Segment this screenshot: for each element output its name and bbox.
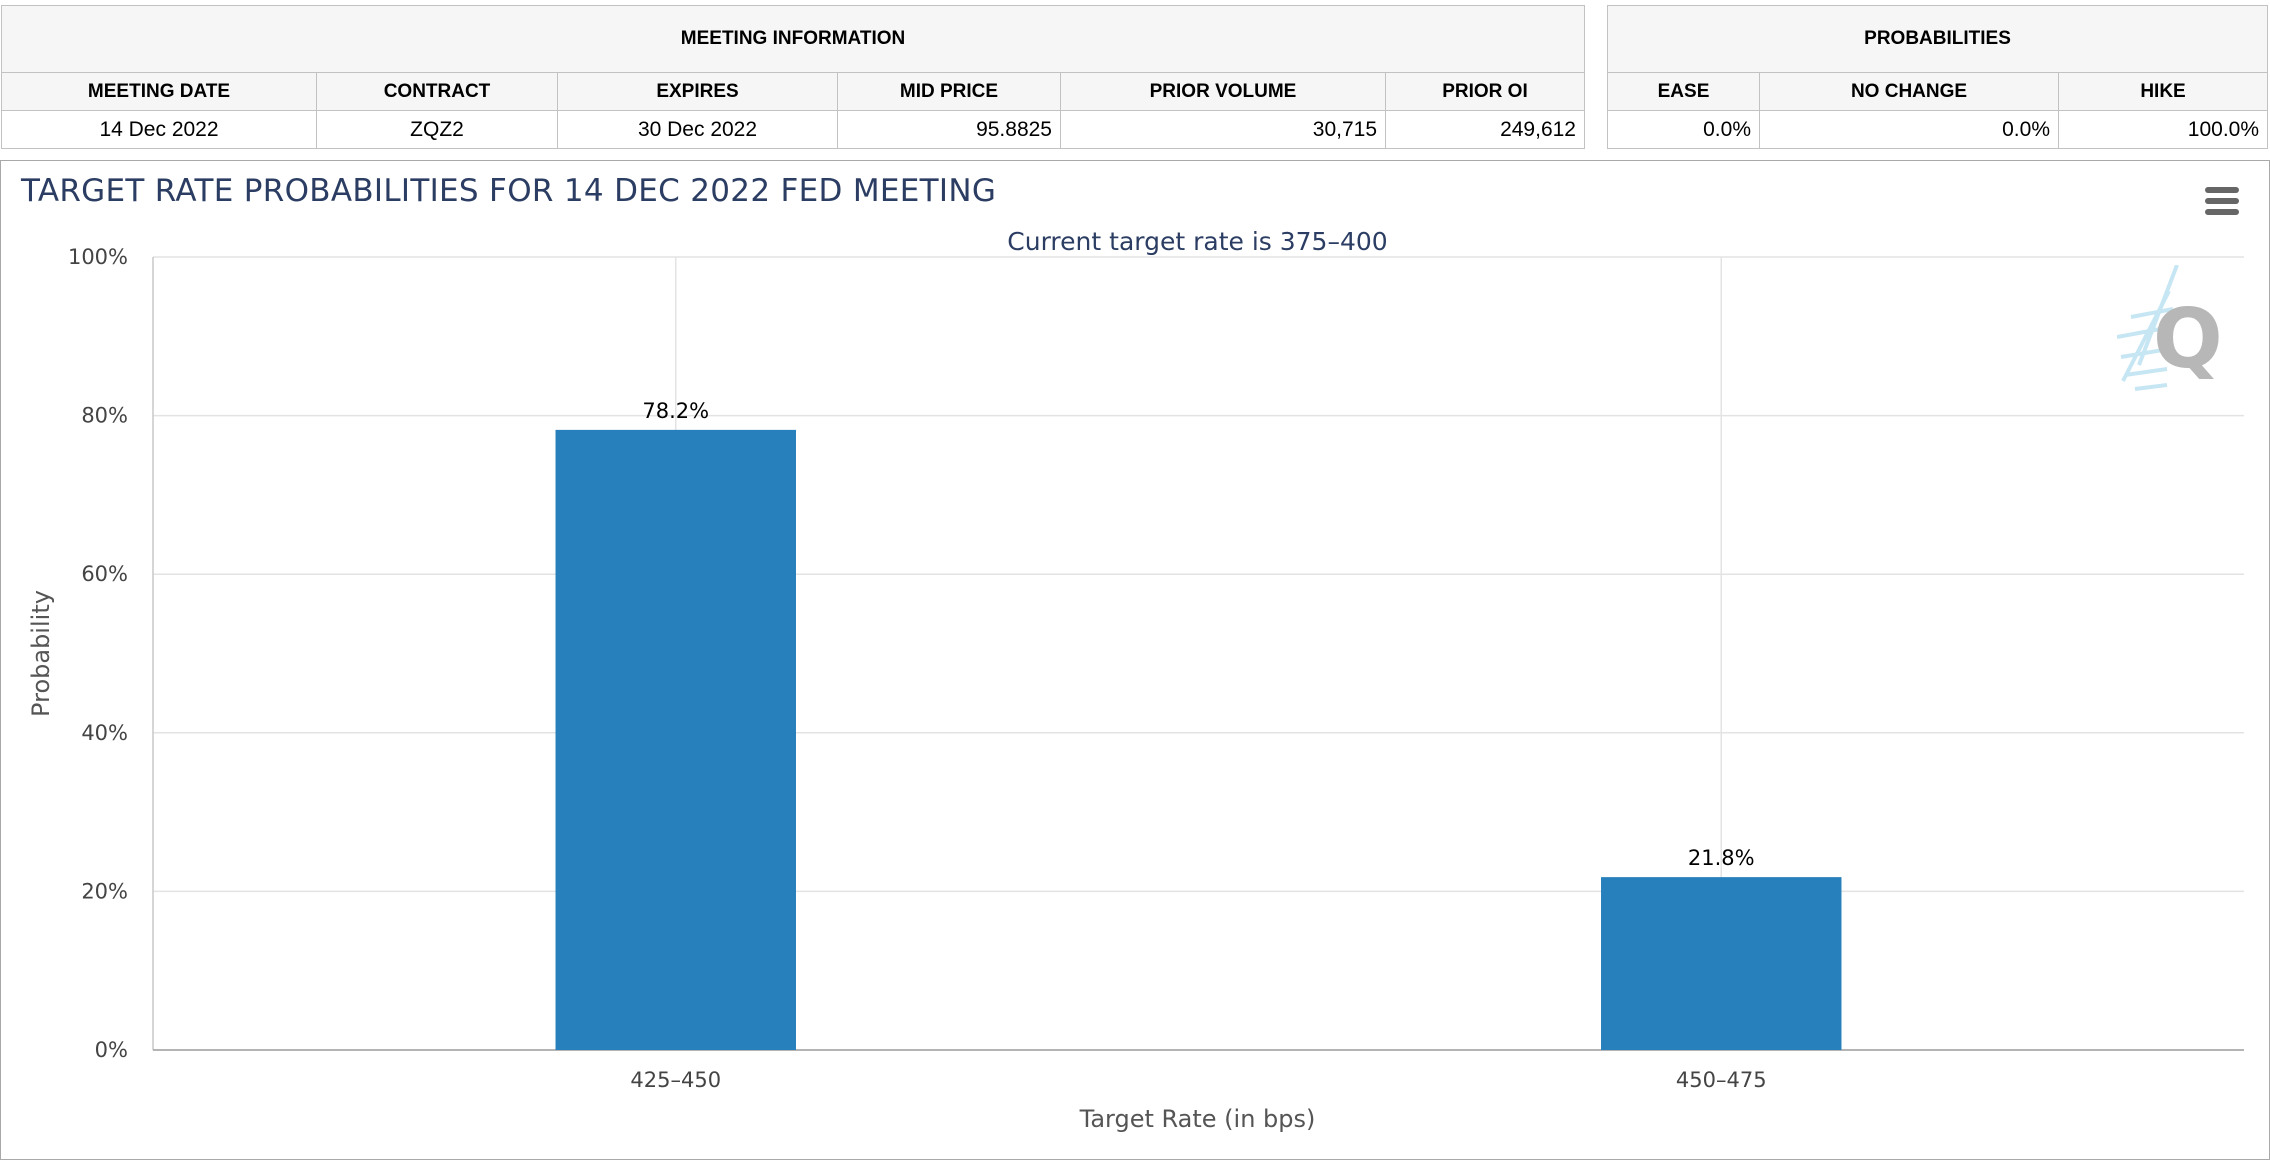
header-prior-volume: PRIOR VOLUME: [1060, 72, 1386, 111]
hamburger-menu-icon[interactable]: [2205, 187, 2239, 215]
cell-contract: ZQZ2: [316, 110, 558, 149]
header-expires: EXPIRES: [557, 72, 838, 111]
probabilities-table: PROBABILITIES EASE NO CHANGE HIKE 0.0% 0…: [1606, 5, 2269, 149]
y-tick-label: 100%: [68, 245, 128, 269]
cell-meeting-date: 14 Dec 2022: [1, 110, 317, 149]
probabilities-title: PROBABILITIES: [1606, 5, 2269, 73]
y-axis-title: Probability: [27, 590, 55, 717]
header-mid-price: MID PRICE: [837, 72, 1061, 111]
cell-ease: 0.0%: [1607, 110, 1760, 149]
header-contract: CONTRACT: [316, 72, 558, 111]
bar-1: [555, 429, 796, 1050]
x-axis-title: Target Rate (in bps): [1079, 1105, 1316, 1133]
chart-panel: 0% 20% 40% 60% 80% 100% 78.2% 425–450 21.8% 450–4…: [0, 160, 2270, 1160]
svg-text:Q: Q: [2153, 292, 2223, 387]
y-tick-label: 60%: [81, 562, 128, 586]
cell-no-change: 0.0%: [1759, 110, 2059, 149]
header-meeting-date: MEETING DATE: [1, 72, 317, 111]
cell-hike: 100.0%: [2057, 110, 2269, 149]
chart-title: TARGET RATE PROBABILITIES FOR 14 DEC 202…: [21, 173, 997, 209]
table-row: 14 Dec 2022 ZQZ2 30 Dec 2022 95.8825 30,…: [1, 110, 1585, 149]
data-label: 78.2%: [642, 399, 709, 423]
table-row: 0.0% 0.0% 100.0%: [1607, 110, 2269, 149]
cell-prior-volume: 30,715: [1060, 110, 1386, 149]
chart-subtitle: Current target rate is 375–400: [1007, 227, 1387, 256]
meeting-information-title: MEETING INFORMATION: [1, 5, 1585, 73]
y-tick-label: 0%: [95, 1038, 128, 1062]
cme-q-logo-icon: Q: [2117, 265, 2223, 391]
bar-2: [1601, 877, 1842, 1050]
header-prior-oi: PRIOR OI: [1385, 72, 1585, 111]
header-no-change: NO CHANGE: [1759, 72, 2059, 111]
x-tick-label: 450–475: [1676, 1068, 1767, 1092]
cell-prior-oi: 249,612: [1385, 110, 1585, 149]
x-tick-label: 425–450: [630, 1068, 721, 1092]
data-label: 21.8%: [1688, 846, 1755, 870]
cell-expires: 30 Dec 2022: [557, 110, 838, 149]
cell-mid-price: 95.8825: [837, 110, 1061, 149]
header-ease: EASE: [1607, 72, 1760, 111]
y-tick-label: 40%: [81, 721, 128, 745]
header-hike: HIKE: [2057, 72, 2269, 111]
y-tick-label: 20%: [81, 879, 128, 903]
y-tick-label: 80%: [81, 404, 128, 428]
target-rate-chart: 0% 20% 40% 60% 80% 100% 78.2% 425–450 21.8% 450–4…: [27, 227, 2244, 1133]
meeting-information-table: MEETING INFORMATION MEETING DATE CONTRAC…: [1, 5, 1585, 149]
